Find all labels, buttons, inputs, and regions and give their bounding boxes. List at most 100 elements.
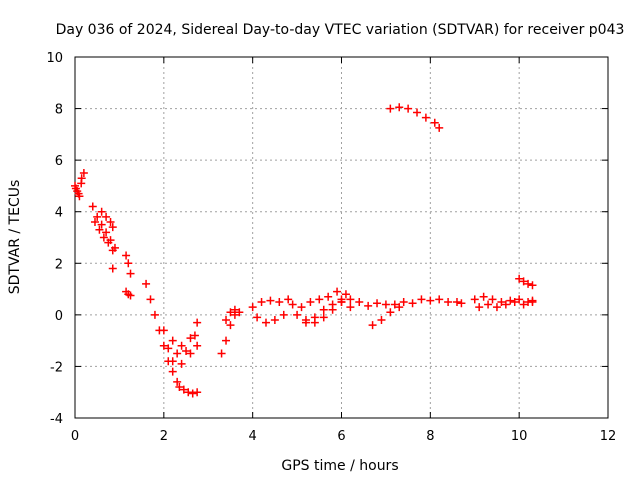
data-point	[386, 104, 395, 113]
data-point	[288, 300, 297, 309]
data-point	[488, 295, 497, 304]
data-point	[377, 316, 386, 325]
data-point	[177, 341, 186, 350]
data-point	[230, 305, 239, 314]
data-point	[222, 336, 231, 345]
data-point	[319, 305, 328, 314]
series-seg-5h-b	[288, 287, 350, 312]
data-point	[430, 118, 439, 127]
data-point	[346, 303, 355, 312]
data-point	[104, 238, 113, 247]
data-point	[226, 321, 235, 330]
x-tick-label: 6	[337, 429, 345, 444]
data-point	[179, 385, 188, 394]
data-point	[168, 357, 177, 366]
y-tick-label: -2	[50, 360, 63, 375]
data-point	[182, 346, 191, 355]
data-point	[173, 377, 182, 386]
data-point	[226, 308, 235, 317]
data-point	[515, 274, 524, 283]
data-point	[106, 218, 115, 227]
data-point	[435, 295, 444, 304]
series-seg-desc-3	[97, 207, 117, 232]
data-point	[150, 310, 159, 319]
series-seg-dip-branch-b	[164, 331, 199, 358]
data-point	[186, 334, 195, 343]
data-point	[501, 300, 510, 309]
data-point	[235, 308, 244, 317]
data-point	[168, 367, 177, 376]
data-point	[435, 123, 444, 132]
y-tick-label: 0	[55, 309, 63, 324]
data-point	[102, 228, 111, 237]
series-seg-dip-branch-c	[168, 341, 202, 368]
x-axis-label: GPS time / hours	[281, 458, 398, 474]
x-tick-labels: 0 2 4 6 8 10 12	[71, 429, 616, 444]
data-point	[341, 290, 350, 299]
data-point	[390, 300, 399, 309]
data-point	[173, 349, 182, 358]
series-seg-desc-2	[90, 218, 117, 255]
series-seg-6h-flat	[337, 295, 466, 309]
data-point	[510, 297, 519, 306]
data-point	[275, 297, 284, 306]
data-point	[99, 233, 108, 242]
data-point	[184, 388, 193, 397]
series-seg-dip-branch-a	[159, 318, 202, 350]
data-point	[297, 303, 306, 312]
data-point	[102, 212, 111, 221]
data-point	[77, 179, 86, 188]
data-point	[293, 310, 302, 319]
data-point	[270, 316, 279, 325]
data-point	[253, 313, 262, 322]
data-point	[381, 300, 390, 309]
data-point	[528, 297, 537, 306]
data-point	[175, 383, 184, 392]
data-point	[142, 279, 151, 288]
data-point	[337, 295, 346, 304]
data-point	[310, 313, 319, 322]
series-seg-4h-b	[253, 310, 288, 327]
x-tick-label: 0	[71, 429, 79, 444]
data-point	[284, 295, 293, 304]
data-point	[457, 299, 466, 308]
data-point	[126, 269, 135, 278]
series-seg-4h-a	[248, 295, 293, 312]
data-point	[90, 218, 99, 227]
series-seg-7h-high	[386, 103, 444, 132]
data-point	[222, 316, 231, 325]
series-seg-early-b	[71, 179, 86, 198]
data-point	[248, 303, 257, 312]
data-point	[444, 297, 453, 306]
data-point	[470, 295, 479, 304]
data-point	[452, 297, 461, 306]
series-seg-10h-high	[515, 274, 537, 290]
series-seg-6h-flat-b	[346, 295, 461, 312]
data-point	[93, 212, 102, 221]
x-tick-label: 12	[600, 429, 617, 444]
data-point	[519, 277, 528, 286]
data-point	[492, 303, 501, 312]
data-point	[266, 296, 275, 305]
y-tick-labels: -4 -2 0 2 4 6 8 10	[46, 51, 63, 427]
data-point	[328, 300, 337, 309]
x-tick-label: 8	[426, 429, 434, 444]
data-point	[159, 341, 168, 350]
data-point	[124, 259, 133, 268]
data-point	[386, 308, 395, 317]
data-point	[97, 207, 106, 216]
data-point	[413, 108, 422, 117]
data-point	[74, 189, 83, 198]
series-seg-6h-rise	[368, 303, 404, 330]
series-seg-1h-low	[122, 287, 135, 300]
y-tick-label: 4	[55, 206, 63, 221]
x-tick-label: 4	[249, 429, 257, 444]
y-tick-label: 6	[55, 154, 63, 169]
data-point	[188, 389, 197, 398]
data-point	[395, 103, 404, 112]
data-point	[279, 310, 288, 319]
data-point	[479, 292, 488, 301]
data-point	[95, 225, 104, 234]
data-point	[426, 296, 435, 305]
